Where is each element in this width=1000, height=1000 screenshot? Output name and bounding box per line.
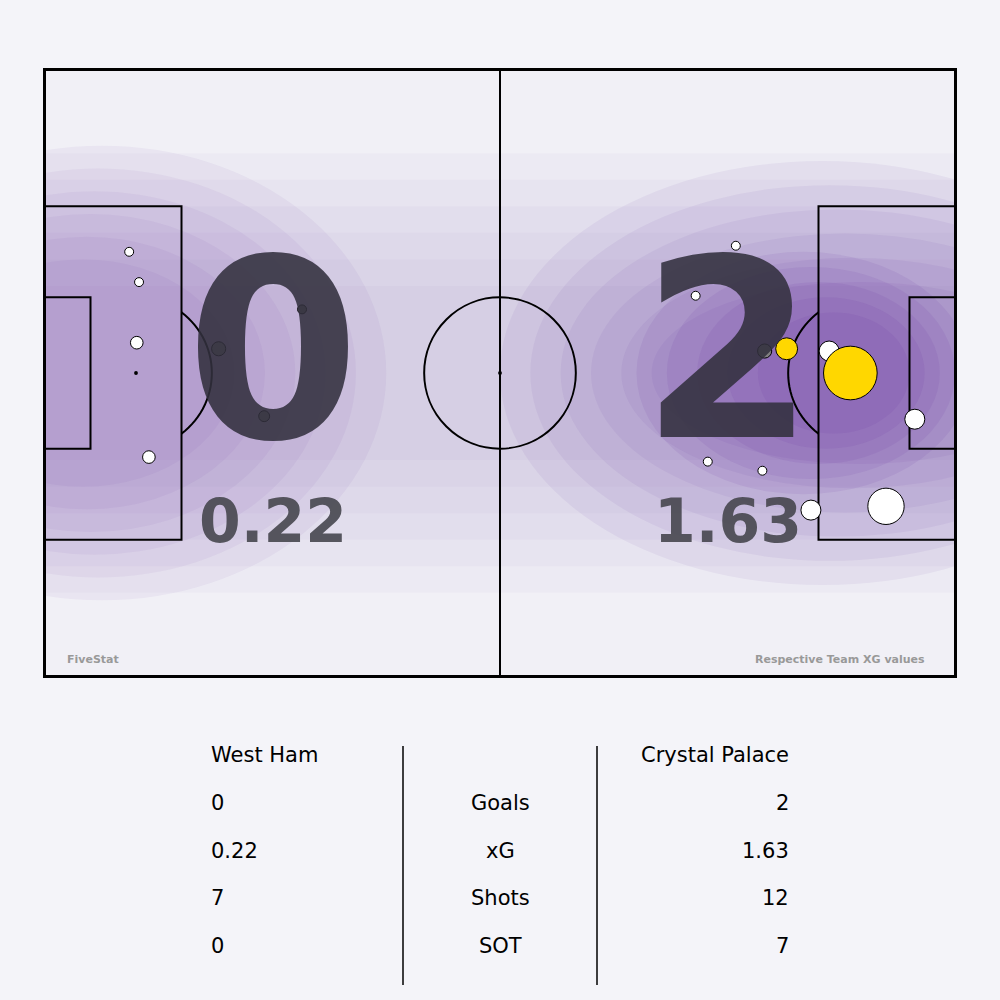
svg-text:Shots: Shots	[471, 886, 530, 910]
svg-text:2: 2	[641, 205, 815, 496]
svg-text:12: 12	[762, 886, 789, 910]
svg-text:xG: xG	[486, 839, 515, 863]
svg-text:7: 7	[776, 934, 789, 958]
svg-text:1.63: 1.63	[742, 839, 789, 863]
svg-text:7: 7	[211, 886, 224, 910]
svg-text:1.63: 1.63	[654, 486, 802, 556]
svg-text:2: 2	[776, 791, 789, 815]
svg-text:0: 0	[186, 205, 360, 496]
svg-text:FiveStat: FiveStat	[67, 653, 119, 666]
svg-text:0: 0	[211, 791, 224, 815]
svg-text:Goals: Goals	[471, 791, 530, 815]
svg-text:Respective Team XG values: Respective Team XG values	[755, 653, 925, 666]
svg-text:SOT: SOT	[479, 934, 522, 958]
svg-text:0.22: 0.22	[199, 486, 347, 556]
svg-text:0.22: 0.22	[211, 839, 258, 863]
svg-text:West Ham: West Ham	[211, 743, 318, 767]
svg-text:0: 0	[211, 934, 224, 958]
svg-text:Crystal Palace: Crystal Palace	[641, 743, 789, 767]
